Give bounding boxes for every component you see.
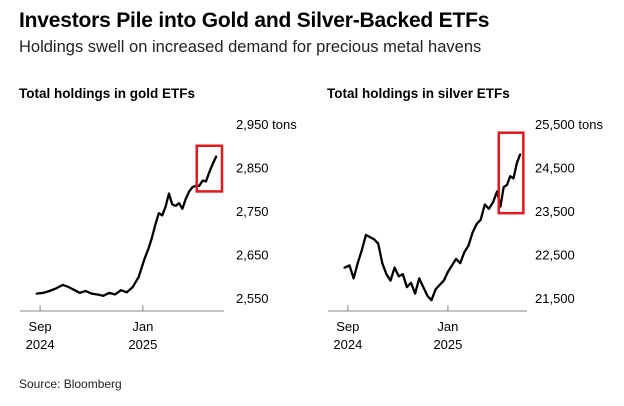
silver-xtick-label: 2024 — [333, 337, 362, 352]
silver-highlight-box — [497, 131, 525, 215]
silver-ytick-label: 24,500 — [535, 161, 575, 176]
gold-ytick-label: 2,750 — [236, 204, 269, 219]
gold-holdings-line — [35, 155, 218, 297]
chart-title: Investors Pile into Gold and Silver-Back… — [19, 9, 490, 32]
silver-ytick-label: 23,500 — [535, 204, 575, 219]
source-note: Source: Bloomberg — [19, 377, 122, 391]
gold-xtick-label: Jan — [132, 319, 153, 334]
gold-ytick-label: 2,950 tons — [236, 117, 297, 132]
silver-ytick-label: 21,500 — [535, 291, 575, 306]
silver-holdings-line — [343, 153, 522, 302]
gold-xtick-label: Sep — [29, 319, 52, 334]
silver-ytick-label: 22,500 — [535, 248, 575, 263]
silver-ytick-label: 25,500 tons — [535, 117, 603, 132]
gold-ytick-label: 2,850 — [236, 161, 269, 176]
gold-xtick-label: 2024 — [26, 337, 55, 352]
gold-ytick-label: 2,650 — [236, 248, 269, 263]
silver-xtick-label: Sep — [336, 319, 359, 334]
silver-y-unit: tons — [575, 117, 604, 132]
silver-panel-title: Total holdings in silver ETFs — [327, 86, 510, 101]
gold-y-unit: tons — [269, 117, 298, 132]
gold-panel-title: Total holdings in gold ETFs — [19, 86, 195, 101]
gold-highlight-box — [195, 144, 224, 193]
gold-ytick-label: 2,550 — [236, 291, 269, 306]
silver-xtick-label: 2025 — [433, 337, 462, 352]
gold-xtick-label: 2025 — [128, 337, 157, 352]
silver-xtick-label: Jan — [437, 319, 458, 334]
chart-subtitle: Holdings swell on increased demand for p… — [19, 38, 482, 56]
